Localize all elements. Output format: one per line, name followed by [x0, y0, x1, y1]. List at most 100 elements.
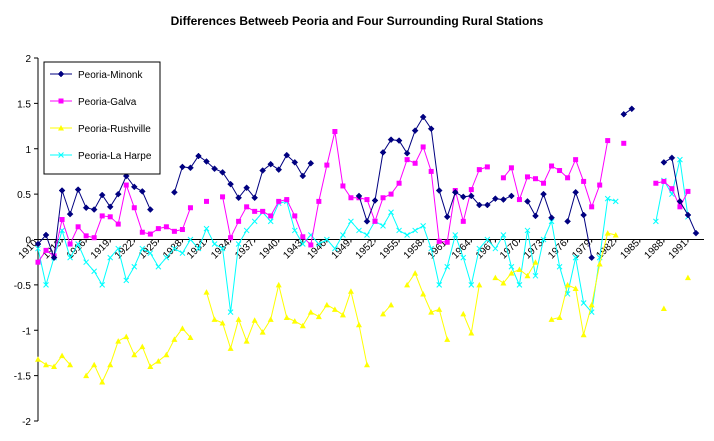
data-point — [227, 345, 234, 351]
data-point — [331, 306, 338, 312]
data-point-stroke — [155, 263, 162, 270]
data-point — [460, 254, 467, 261]
data-point — [299, 322, 306, 329]
data-point — [107, 214, 113, 220]
data-point — [476, 281, 483, 288]
data-point — [484, 236, 491, 243]
data-point — [572, 285, 579, 292]
data-point — [155, 226, 161, 232]
data-point-stroke — [484, 236, 491, 243]
data-point — [467, 192, 475, 200]
data-point — [219, 245, 226, 252]
data-point — [588, 301, 595, 308]
data-point — [500, 280, 507, 286]
data-point — [51, 363, 58, 370]
series-line — [462, 284, 480, 335]
data-point — [347, 288, 354, 294]
data-point — [300, 234, 306, 240]
data-point-stroke — [59, 227, 65, 234]
data-point — [299, 241, 306, 247]
data-point — [179, 227, 185, 233]
data-point — [372, 218, 378, 224]
data-point — [59, 352, 66, 359]
data-point — [419, 113, 427, 121]
data-point — [581, 178, 587, 184]
data-point-stroke — [364, 232, 370, 238]
data-point — [251, 194, 259, 202]
data-point — [115, 245, 122, 252]
data-point — [396, 227, 402, 234]
data-point — [283, 151, 291, 159]
data-point — [459, 193, 467, 201]
data-point-stroke — [35, 245, 41, 252]
data-point-stroke — [75, 241, 81, 247]
data-point — [163, 351, 170, 358]
data-point — [187, 164, 194, 172]
data-point — [99, 282, 106, 288]
x-tick-label: 1940 — [257, 238, 281, 262]
data-point — [476, 167, 482, 173]
y-tick-label: -0.5 — [14, 281, 32, 292]
data-point — [500, 175, 506, 181]
data-point — [75, 241, 81, 247]
data-point — [267, 160, 275, 168]
data-point — [276, 198, 282, 204]
data-point — [315, 313, 322, 320]
y-tick-label: -2 — [22, 417, 31, 428]
data-point-stroke — [267, 218, 274, 225]
data-point — [147, 231, 153, 237]
data-point — [380, 223, 386, 229]
x-tick-label: 1970 — [498, 238, 522, 262]
series-line — [495, 261, 536, 284]
data-point — [492, 274, 499, 281]
x-tick-label: 1991 — [667, 238, 691, 262]
data-point — [146, 206, 154, 213]
data-point-stroke — [131, 263, 138, 270]
data-point-stroke — [115, 245, 122, 252]
data-point — [355, 192, 363, 200]
data-point — [227, 309, 234, 315]
data-point — [115, 221, 121, 227]
data-point — [139, 343, 146, 350]
data-point-stroke — [492, 245, 499, 252]
data-point — [291, 227, 298, 234]
data-point — [131, 351, 138, 358]
data-point — [251, 317, 258, 323]
data-point — [332, 245, 338, 252]
data-point — [307, 159, 315, 167]
data-point — [468, 282, 475, 288]
data-point — [492, 195, 499, 203]
data-point — [532, 212, 539, 220]
data-point-stroke — [412, 227, 418, 234]
series-line — [663, 157, 697, 234]
data-point — [34, 240, 42, 248]
data-point — [130, 183, 138, 191]
data-point — [395, 137, 403, 144]
data-point — [604, 230, 611, 236]
data-point — [324, 162, 330, 168]
data-point — [684, 211, 692, 219]
legend: Peoria-Minonk Peoria-Galva Peoria-Rushvill… — [43, 61, 161, 175]
data-point — [83, 372, 90, 379]
data-point — [220, 194, 226, 200]
series-line — [567, 190, 593, 258]
data-point — [444, 239, 450, 245]
data-point-stroke — [460, 254, 467, 261]
data-point — [548, 214, 555, 222]
series-peoria-minonk — [34, 105, 700, 262]
data-point — [684, 274, 691, 281]
data-point — [404, 232, 410, 238]
y-tick-label: 0.5 — [17, 190, 31, 201]
data-point — [660, 159, 668, 166]
data-point — [275, 166, 283, 173]
data-point-stroke — [468, 282, 475, 288]
data-point — [653, 218, 659, 225]
data-point-stroke — [356, 227, 362, 234]
data-point — [267, 316, 274, 322]
data-point — [572, 254, 579, 261]
data-point — [435, 187, 443, 194]
data-point — [388, 191, 394, 197]
series-line — [222, 131, 488, 246]
data-point — [348, 218, 354, 225]
data-point-stroke — [83, 259, 89, 266]
